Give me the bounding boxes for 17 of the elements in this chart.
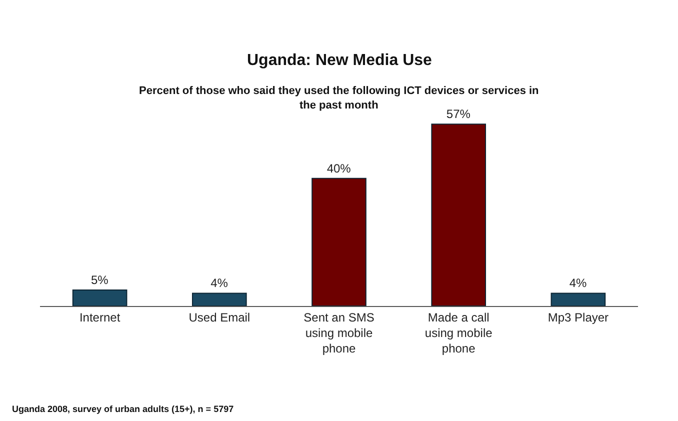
x-tick-label: Mp3 Player — [548, 310, 609, 324]
text: Uganda 2008, survey of urban adults (15+), n = 5797 — [12, 404, 234, 414]
data-label: 4% — [569, 276, 588, 290]
bar — [192, 292, 247, 306]
x-tick-label: Used Email — [188, 310, 250, 324]
bar — [72, 290, 128, 306]
data-label: 40% — [326, 161, 352, 176]
data-label: 5% — [90, 273, 109, 288]
chart-title: Uganda: New Media Use — [247, 52, 432, 69]
x-tick-label: Made a call using mobile phone — [424, 310, 493, 356]
bar — [550, 292, 606, 306]
x-tick-label: Sent an SMS using mobile phone — [304, 310, 374, 356]
x-tick-label: Internet — [79, 310, 121, 324]
data-label: 57% — [446, 107, 471, 122]
bar — [431, 124, 486, 306]
bar — [312, 178, 366, 306]
data-label: 4% — [210, 276, 228, 290]
